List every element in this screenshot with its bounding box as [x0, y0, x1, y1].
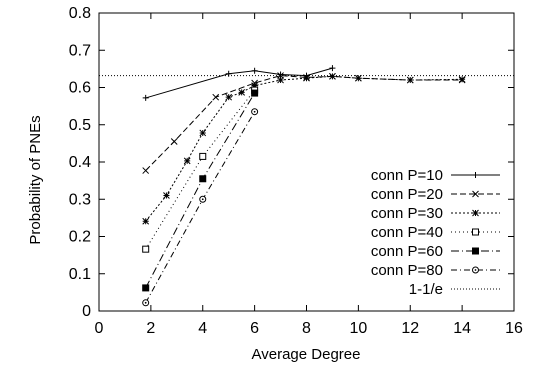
axes: 0 2 4 6 8 10 12 14 16 0 0.1 0.2 0.3 0.4 0.5 0.6 0.7 0.8 [69, 5, 523, 337]
data-point [303, 74, 310, 82]
series-conn-p-30 [142, 72, 466, 225]
x-tick-label: 16 [505, 320, 523, 337]
plot-frame [98, 12, 515, 312]
x-tick-label: 2 [146, 320, 155, 337]
y-tick-label: 0.1 [69, 266, 91, 283]
data-point [251, 67, 258, 74]
y-tick-label: 0 [82, 303, 91, 320]
legend-label: conn P=30 [371, 205, 443, 222]
legend-marker [472, 266, 479, 274]
data-point [251, 108, 259, 116]
data-point [142, 284, 150, 292]
x-tick-label: 0 [95, 320, 104, 337]
legend: conn P=10 conn P=20 conn P=30 conn P=40 conn… [371, 167, 500, 298]
series-conn-p-60 [142, 89, 259, 292]
data-point [406, 76, 414, 84]
legend-marker [472, 228, 479, 236]
y-tick-label: 0.2 [69, 229, 91, 246]
legend-item: conn P=30 [371, 205, 500, 222]
y-tick-label: 0.5 [69, 117, 91, 134]
series-conn-p-40 [142, 86, 259, 253]
y-axis-label: Probability of PNEs [27, 115, 44, 244]
x-tick-label: 14 [453, 320, 471, 337]
data-point [142, 245, 150, 253]
data-point [329, 72, 336, 80]
y-tick-label: 0.3 [69, 191, 91, 208]
data-point [251, 82, 258, 89]
series-line [145, 89, 256, 250]
legend-marker [472, 172, 479, 178]
series-line [145, 67, 333, 99]
data-point [277, 76, 284, 84]
data-point [225, 93, 233, 101]
marker-dot [144, 301, 147, 304]
data-point [251, 89, 259, 97]
y-tick-label: 0.8 [69, 5, 91, 22]
data-point [199, 129, 207, 137]
x-axis-label: Average Degree [252, 346, 361, 363]
data-point [212, 93, 220, 101]
legend-label: 1-1/e [409, 281, 443, 298]
data-point [142, 94, 149, 101]
legend-label: conn P=20 [371, 186, 443, 203]
series-conn-p-20 [142, 72, 466, 174]
data-point [142, 167, 150, 174]
data-point [277, 71, 284, 78]
x-tick-label: 6 [250, 320, 259, 337]
marker-dot [253, 110, 256, 113]
legend-marker [472, 247, 479, 255]
x-tick-label: 10 [349, 320, 367, 337]
data-point [199, 152, 207, 160]
y-tick-label: 0.7 [69, 42, 91, 59]
legend-item: conn P=10 [371, 167, 500, 184]
data-point [170, 138, 178, 145]
y-tick-label: 0.6 [69, 80, 91, 97]
series-line [145, 75, 463, 171]
data-point [199, 175, 207, 183]
series-group [99, 65, 514, 307]
data-point [163, 192, 170, 199]
data-point [355, 74, 362, 82]
legend-item: conn P=60 [371, 243, 500, 260]
legend-item: conn P=20 [371, 186, 500, 203]
data-point [142, 217, 150, 225]
legend-marker [472, 209, 479, 217]
marker-dot [474, 269, 477, 271]
legend-label: conn P=60 [371, 243, 443, 260]
legend-item: 1-1/e [409, 281, 500, 298]
series-line [145, 111, 256, 304]
x-tick-label: 12 [401, 320, 419, 337]
data-point [183, 157, 191, 165]
data-point [238, 88, 246, 96]
data-point [142, 299, 150, 307]
series-conn-p-80 [142, 108, 259, 307]
legend-marker [472, 190, 479, 198]
legend-label: conn P=10 [371, 167, 443, 184]
legend-item: conn P=40 [371, 224, 500, 241]
x-tick-label: 8 [302, 320, 311, 337]
data-point [199, 195, 207, 203]
legend-item: conn P=80 [371, 262, 500, 279]
y-tick-label: 0.4 [69, 154, 91, 171]
legend-label: conn P=80 [371, 262, 443, 279]
data-point [458, 75, 466, 83]
data-point [329, 65, 336, 72]
marker-dot [201, 198, 204, 201]
legend-label: conn P=40 [371, 224, 443, 241]
x-tick-label: 4 [198, 320, 207, 337]
series-line [145, 92, 256, 289]
